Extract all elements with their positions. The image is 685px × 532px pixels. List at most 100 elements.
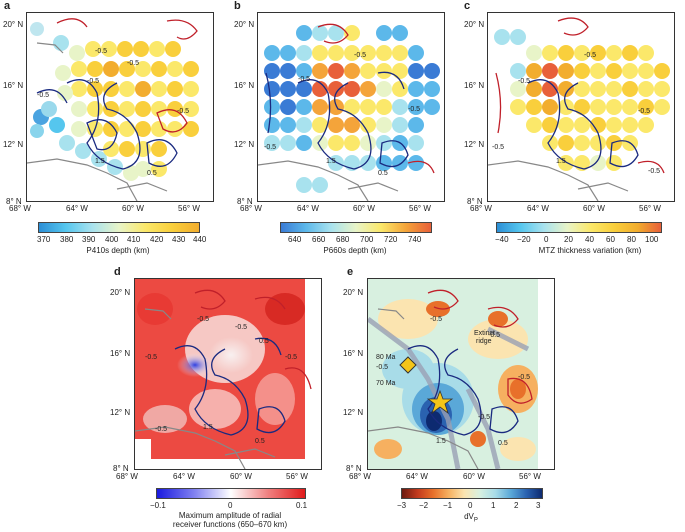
- lat-label: 16° N: [110, 349, 131, 358]
- contour-label: -0.5: [95, 48, 107, 55]
- colorbar-tick: 720: [384, 235, 398, 244]
- contour-label: -0.5: [177, 108, 189, 115]
- colorbar-title: MTZ thickness variation (km): [538, 246, 642, 255]
- lat-label: 8° N: [467, 197, 483, 206]
- contour-label: -0.5: [648, 168, 660, 175]
- contour-label: -0.5: [430, 316, 442, 323]
- lon-label: 68° W: [9, 204, 31, 213]
- lat-label: 12° N: [234, 140, 255, 149]
- panel-c: c 20° N 16° N 12° N 8° N: [460, 0, 685, 260]
- lon-label: 68° W: [349, 472, 371, 481]
- station-dots: [264, 25, 440, 193]
- contours: [407, 289, 533, 436]
- contour-label: 1.5: [436, 438, 446, 445]
- panel-label: c: [464, 0, 471, 12]
- panel-label: b: [234, 0, 241, 12]
- contour-label: -0.5: [155, 426, 167, 433]
- lon-label: 64° W: [297, 204, 319, 213]
- contours: [36, 18, 198, 170]
- contour-label: -0.5: [235, 324, 247, 331]
- ridge-track: [368, 317, 530, 469]
- coastlines: [258, 160, 399, 201]
- lon-label: 68° W: [240, 204, 262, 213]
- map-panel-c: -0.5 -0.5 -0.5 1.5 -0.5 -0.5: [487, 12, 675, 202]
- contour-label: -0.5: [298, 76, 310, 83]
- lon-label: 56° W: [178, 204, 200, 213]
- map-panel-d: -0.5 -0.5 -0.5 0.5 -0.5 -0.5 1.5 0.5: [134, 278, 322, 470]
- colorbar-tick: 420: [150, 235, 164, 244]
- colorbar-tick: 400: [105, 235, 119, 244]
- lat-label: 8° N: [346, 464, 362, 473]
- panel-label: a: [4, 0, 11, 12]
- colorbar-tick: 410: [127, 235, 141, 244]
- diamond-marker: [399, 356, 417, 374]
- lon-label: 56° W: [409, 204, 431, 213]
- colorbar-tick: 100: [645, 235, 659, 244]
- colorbar-tick: 0: [468, 501, 473, 510]
- colorbar-tick: −1: [443, 501, 453, 510]
- colorbar-tick: 20: [564, 235, 573, 244]
- contour-label: -0.5: [408, 106, 420, 113]
- lat-label: 16° N: [3, 81, 24, 90]
- colorbar-tick: 80: [627, 235, 636, 244]
- contour-label: -0.5: [285, 354, 297, 361]
- lat-label: 12° N: [343, 408, 364, 417]
- lat-label: 8° N: [237, 197, 253, 206]
- annotation-70ma: 70 Ma: [376, 380, 396, 387]
- map-panel-e: -0.5 -0.5 -0.5 -0.5 -0.5 1.5 0.5 Extinct…: [367, 278, 555, 470]
- lon-label: 64° W: [406, 472, 428, 481]
- colorbar-tick: −2: [419, 501, 429, 510]
- contour-label: -0.5: [264, 144, 276, 151]
- annotation-ridge: ridge: [476, 338, 492, 345]
- colorbar-title: P410s depth (km): [86, 246, 150, 255]
- lat-label: 12° N: [110, 408, 131, 417]
- contour-label: -0.5: [37, 92, 49, 99]
- colorbar-tick: 380: [60, 235, 74, 244]
- coastlines: [135, 308, 276, 469]
- lat-label: 20° N: [343, 288, 364, 297]
- colorbar-title-line2: receiver functions (650–670 km): [172, 520, 288, 529]
- colorbar-tick: 640: [288, 235, 302, 244]
- map-panel-a: -0.5 -0.5 -0.5 -0.5 -0.5 1.5 0.5: [26, 12, 214, 202]
- contours: [495, 17, 665, 174]
- colorbar-tick: 0: [544, 235, 549, 244]
- contour-label: 1.5: [203, 424, 213, 431]
- contour-label: -0.5: [518, 78, 530, 85]
- lon-label: 64° W: [527, 204, 549, 213]
- colorbar-e: [401, 488, 543, 499]
- coastlines: [27, 42, 168, 201]
- colorbar-tick: 680: [336, 235, 350, 244]
- colorbar-tick: 370: [37, 235, 51, 244]
- colorbar-tick: 1: [491, 501, 496, 510]
- lat-label: 16° N: [234, 81, 255, 90]
- colorbar-tick: −0.1: [150, 501, 166, 510]
- panel-d: d 20° N 16° N 12° N 8° N: [110, 266, 335, 532]
- contour-label: -0.5: [478, 414, 490, 421]
- lon-label: 60° W: [463, 472, 485, 481]
- lon-label: 56° W: [639, 204, 661, 213]
- contour-label: 0.5: [147, 170, 157, 177]
- station-dots: [494, 29, 670, 171]
- colorbar-tick: 740: [408, 235, 422, 244]
- colorbar-d: [156, 488, 306, 499]
- contour-label: -0.5: [127, 60, 139, 67]
- colorbar-tick: −3: [397, 501, 407, 510]
- lon-label: 68° W: [116, 472, 138, 481]
- panel-label: e: [347, 266, 354, 278]
- annotation-80ma: 80 Ma: [376, 354, 396, 361]
- colorbar-tick: 40: [585, 235, 594, 244]
- colorbar-tick: −40: [495, 235, 509, 244]
- colorbar-title-sub: P: [473, 517, 478, 524]
- contour-label: -0.5: [376, 364, 388, 371]
- colorbar-tick: 700: [360, 235, 374, 244]
- lat-label: 8° N: [6, 197, 22, 206]
- contour-label: -0.5: [488, 332, 500, 339]
- contour-label: 0.5: [378, 170, 388, 177]
- lon-label: 60° W: [583, 204, 605, 213]
- lat-label: 8° N: [113, 464, 129, 473]
- contour-label: 0.5: [259, 338, 269, 345]
- colorbar-tick: 0.1: [296, 501, 308, 510]
- colorbar-c: [496, 222, 662, 233]
- colorbar-tick: 2: [514, 501, 519, 510]
- lon-label: 64° W: [173, 472, 195, 481]
